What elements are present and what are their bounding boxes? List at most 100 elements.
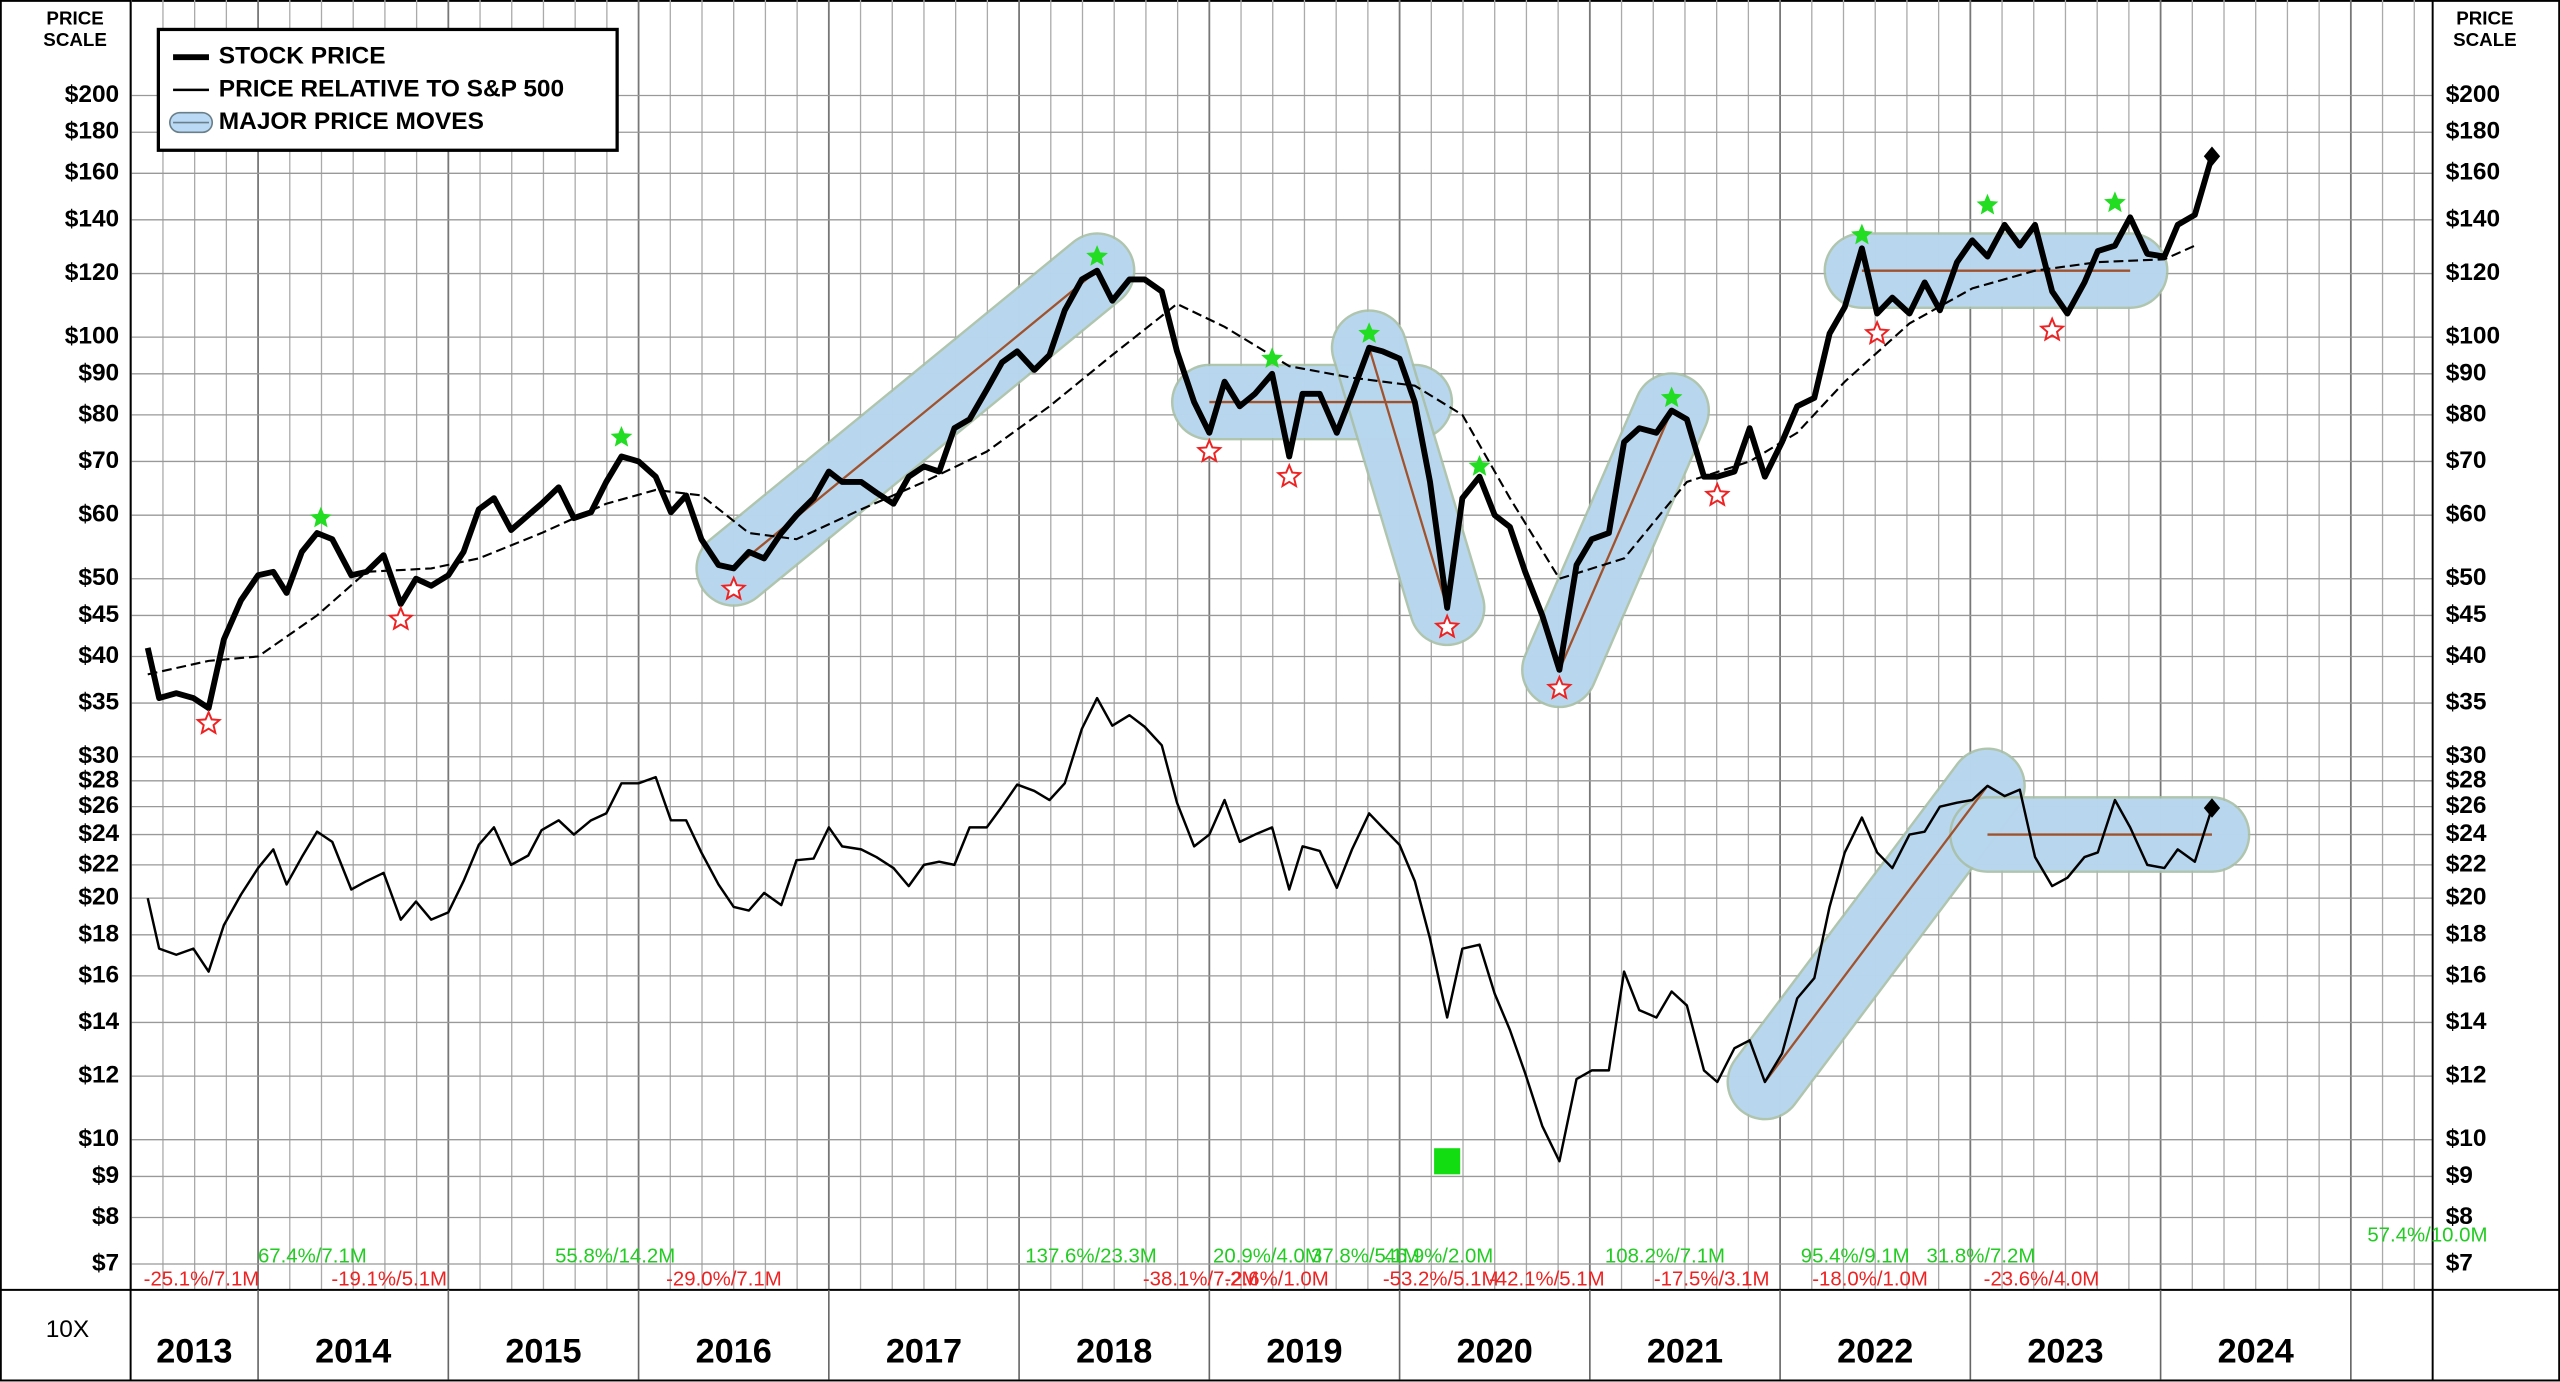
gain-label: 57.4%/10.0M bbox=[2367, 1224, 2487, 1246]
loss-label: -53.2%/5.1M bbox=[1383, 1268, 1499, 1290]
y-tick-label-right: $40 bbox=[2446, 642, 2487, 669]
y-tick-label-right: $140 bbox=[2446, 205, 2500, 232]
y-tick-label-right: $8 bbox=[2446, 1203, 2473, 1230]
y-tick-label: $60 bbox=[78, 501, 119, 528]
x-tick-label: 2024 bbox=[2218, 1333, 2294, 1371]
loss-label: -38.1%/7.2M bbox=[1143, 1268, 1259, 1290]
y-tick-label-right: $180 bbox=[2446, 118, 2500, 145]
y-tick-label-right: $35 bbox=[2446, 689, 2487, 716]
x-tick-label: 2022 bbox=[1837, 1333, 1913, 1371]
low-star bbox=[1704, 481, 1731, 507]
y-tick-label: $35 bbox=[78, 689, 119, 716]
gain-label: 55.8%/14.2M bbox=[555, 1246, 675, 1268]
x-tick-label: 2018 bbox=[1076, 1333, 1152, 1371]
loss-label: -23.6%/4.0M bbox=[1984, 1268, 2100, 1290]
y-tick-label-right: $14 bbox=[2446, 1008, 2487, 1035]
y-tick-label: $80 bbox=[78, 400, 119, 427]
signal bbox=[1434, 1148, 1461, 1175]
loss-label: -18.0%/1.0M bbox=[1812, 1268, 1928, 1290]
y-tick-label-right: $30 bbox=[2446, 742, 2487, 769]
loss-label: -17.5%/3.1M bbox=[1654, 1268, 1770, 1290]
y-tick-label: $10 bbox=[78, 1125, 119, 1152]
x-tick-label: 2019 bbox=[1266, 1333, 1342, 1371]
y-tick-label: $9 bbox=[92, 1162, 119, 1189]
y-tick-label-right: $16 bbox=[2446, 961, 2487, 988]
y-tick-label: $14 bbox=[78, 1008, 119, 1035]
series-line bbox=[144, 155, 2215, 711]
y-tick-label-right: $9 bbox=[2446, 1162, 2473, 1189]
y-tick-label: $160 bbox=[65, 159, 119, 186]
gain-label: 46.9%/2.0M bbox=[1384, 1246, 1493, 1268]
low-star bbox=[1546, 674, 1573, 700]
labels: PRICE SCALE PRICE SCALE 10X $7 $7 $8 $8 $9 $9… bbox=[43, 8, 2516, 1371]
high-star bbox=[2104, 191, 2126, 213]
y-tick-label-right: $28 bbox=[2446, 766, 2487, 793]
y-tick-label-right: $22 bbox=[2446, 850, 2487, 877]
gain-label: 137.6%/23.3M bbox=[1025, 1246, 1157, 1268]
gain-label: 31.8%/7.2M bbox=[1927, 1246, 2036, 1268]
y-tick-label-right: $45 bbox=[2446, 601, 2487, 628]
multiple-label: 10X bbox=[46, 1316, 90, 1343]
y-tick-label-right: $70 bbox=[2446, 447, 2487, 474]
high-star bbox=[610, 425, 633, 447]
x-tick-label: 2021 bbox=[1647, 1333, 1723, 1371]
y-tick-label: $45 bbox=[78, 601, 119, 628]
high-star bbox=[1086, 245, 1108, 266]
y-tick-label: $200 bbox=[65, 81, 119, 108]
move-trend bbox=[1368, 347, 1449, 609]
loss-label: -19.1%/5.1M bbox=[331, 1268, 447, 1290]
y-tick-label: $22 bbox=[78, 850, 119, 877]
price-scale-label: SCALE bbox=[43, 29, 107, 50]
low-star bbox=[720, 575, 747, 601]
y-tick-label: $40 bbox=[78, 642, 119, 669]
gain-label: 20.9%/4.0M bbox=[1213, 1246, 1322, 1268]
y-tick-label-right: $200 bbox=[2446, 81, 2500, 108]
loss-label: -25.1%/7.1M bbox=[144, 1268, 260, 1290]
gain-label: 95.4%/9.1M bbox=[1801, 1246, 1910, 1268]
y-tick-label-right: $7 bbox=[2446, 1249, 2473, 1276]
x-tick-label: 2023 bbox=[2027, 1333, 2103, 1371]
y-tick-label: $20 bbox=[78, 884, 119, 911]
y-tick-label-right: $90 bbox=[2446, 359, 2487, 386]
y-tick-label: $50 bbox=[78, 564, 119, 591]
price-scale-label: SCALE bbox=[2453, 29, 2517, 50]
series-line bbox=[146, 696, 2214, 1163]
x-tick-label: 2014 bbox=[315, 1333, 391, 1371]
y-tick-label-right: $10 bbox=[2446, 1125, 2487, 1152]
y-tick-label: $12 bbox=[78, 1062, 119, 1089]
y-tick-label-right: $100 bbox=[2446, 323, 2500, 350]
gain-label: 108.2%/7.1M bbox=[1605, 1246, 1725, 1268]
last-point bbox=[2203, 146, 2221, 167]
gain-label: 37.8%/5.1M bbox=[1311, 1246, 1420, 1268]
low-star bbox=[2038, 316, 2066, 342]
low-star bbox=[1433, 613, 1461, 639]
y-tick-label-right: $26 bbox=[2446, 792, 2487, 819]
loss-label: -29.0%/7.1M bbox=[666, 1268, 782, 1290]
y-tick-label-right: $160 bbox=[2446, 159, 2500, 186]
high-star bbox=[1851, 223, 1873, 245]
y-tick-label: $100 bbox=[65, 323, 119, 350]
high-star bbox=[1660, 386, 1683, 408]
y-tick-label: $90 bbox=[78, 359, 119, 386]
y-tick-label: $180 bbox=[65, 118, 119, 145]
low-star bbox=[387, 605, 415, 631]
y-tick-label-right: $24 bbox=[2446, 820, 2487, 847]
y-tick-label-right: $60 bbox=[2446, 501, 2487, 528]
y-tick-label: $7 bbox=[92, 1249, 119, 1276]
legend-box bbox=[156, 27, 619, 152]
legend-label: STOCK PRICE bbox=[219, 43, 386, 70]
legend-label: MAJOR PRICE MOVES bbox=[219, 108, 484, 135]
y-tick-label-right: $120 bbox=[2446, 259, 2500, 286]
y-tick-label: $18 bbox=[78, 920, 119, 947]
x-tick-label: 2013 bbox=[156, 1333, 232, 1371]
markers bbox=[195, 146, 2221, 1175]
low-star bbox=[1275, 462, 1303, 489]
y-tick-label: $24 bbox=[78, 820, 119, 847]
y-tick-label: $8 bbox=[92, 1203, 119, 1230]
y-tick-label-right: $50 bbox=[2446, 564, 2487, 591]
y-tick-label: $120 bbox=[65, 259, 119, 286]
loss-label: -2.6%/1.0M bbox=[1224, 1268, 1328, 1290]
